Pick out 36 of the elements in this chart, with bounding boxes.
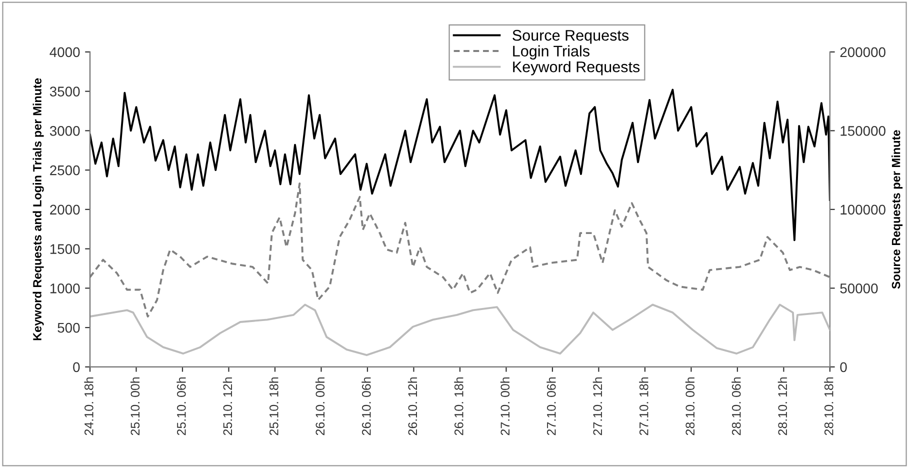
- x-tick-label: 25.10. 12h: [222, 377, 232, 436]
- legend-label: Keyword Requests: [513, 61, 640, 76]
- x-tick-label: 28.10. 18h: [824, 377, 834, 436]
- y-tick-label: 2500: [50, 165, 80, 176]
- y2-tick-label: 150000: [840, 126, 886, 136]
- y2-tick-label: 0: [840, 362, 847, 372]
- y2-tick-label: 100000: [840, 204, 886, 215]
- y-axis-title: Keyword Requests and Login Trials per Minute: [32, 78, 44, 340]
- legend-label: Login Trials: [513, 45, 590, 60]
- y2-tick-label: 200000: [840, 47, 886, 58]
- x-tick-label: 26.10. 06h: [362, 377, 371, 436]
- x-tick-label: 27.10. 00h: [500, 377, 510, 436]
- y-tick-label: 0: [73, 362, 80, 372]
- x-tick-label: 27.10. 06h: [546, 377, 556, 436]
- y-tick-label: 1500: [50, 244, 80, 254]
- legend-label: Source Requests: [512, 30, 629, 44]
- x-tick-label: 25.10. 00h: [130, 377, 140, 436]
- x-tick-label: 28.10. 06h: [732, 377, 741, 436]
- x-tick-label: 28.10. 00h: [685, 377, 695, 436]
- x-tick-label: 26.10. 18h: [454, 377, 464, 436]
- y-tick-label: 2000: [50, 204, 80, 215]
- x-tick-label: 25.10. 06h: [176, 377, 186, 436]
- x-tick-label: 28.10. 12h: [778, 377, 788, 436]
- y2-axis-title: Source Requests per Minute: [892, 130, 903, 289]
- y-tick-label: 3000: [50, 126, 80, 136]
- y-tick-label: 1000: [50, 284, 80, 294]
- x-tick-label: 27.10. 18h: [639, 377, 648, 436]
- x-tick-label: 24.10. 18h: [84, 377, 94, 436]
- y2-tick-label: 50000: [840, 284, 878, 294]
- y-tick-label: 3500: [50, 86, 80, 96]
- x-tick-label: 25.10. 18h: [269, 377, 278, 436]
- x-tick-label: 27.10. 12h: [592, 377, 602, 436]
- y-tick-label: 500: [58, 322, 80, 333]
- y-tick-label: 4000: [50, 47, 80, 58]
- x-tick-label: 26.10. 12h: [408, 377, 418, 436]
- x-tick-label: 26.10. 00h: [315, 377, 325, 436]
